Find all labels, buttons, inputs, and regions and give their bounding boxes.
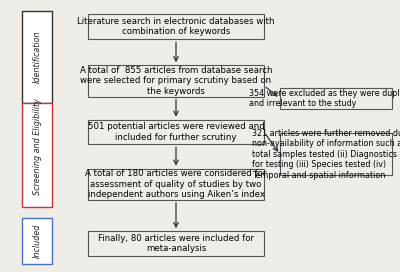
FancyBboxPatch shape — [22, 218, 52, 264]
FancyBboxPatch shape — [88, 120, 264, 144]
FancyBboxPatch shape — [88, 231, 264, 256]
Text: 321 articles were further removed due to
non-availability of information such as: 321 articles were further removed due to… — [252, 129, 400, 180]
Text: 354 were excluded as they were duplicates
and irrelevant to the study: 354 were excluded as they were duplicate… — [249, 89, 400, 108]
Text: Literature search in electronic databases with
combination of keywords: Literature search in electronic database… — [77, 17, 275, 36]
Text: 501 potential articles were reviewed and
included for further scrutiny: 501 potential articles were reviewed and… — [88, 122, 264, 142]
Text: Included: Included — [32, 224, 42, 258]
FancyBboxPatch shape — [280, 133, 392, 175]
FancyBboxPatch shape — [22, 11, 52, 103]
Text: A total of  855 articles from database search
were selected for primary scrutiny: A total of 855 articles from database se… — [80, 66, 272, 96]
FancyBboxPatch shape — [280, 88, 392, 109]
FancyBboxPatch shape — [88, 14, 264, 39]
FancyBboxPatch shape — [88, 169, 264, 200]
FancyBboxPatch shape — [88, 65, 264, 97]
Text: Screening and Eligibility: Screening and Eligibility — [32, 98, 42, 195]
Text: Finally, 80 articles were included for
meta-analysis: Finally, 80 articles were included for m… — [98, 234, 254, 253]
Text: Identification: Identification — [32, 31, 42, 84]
Text: A total of 180 articles were considered for
assessment of quality of studies by : A total of 180 articles were considered … — [85, 169, 267, 199]
FancyBboxPatch shape — [22, 103, 52, 207]
